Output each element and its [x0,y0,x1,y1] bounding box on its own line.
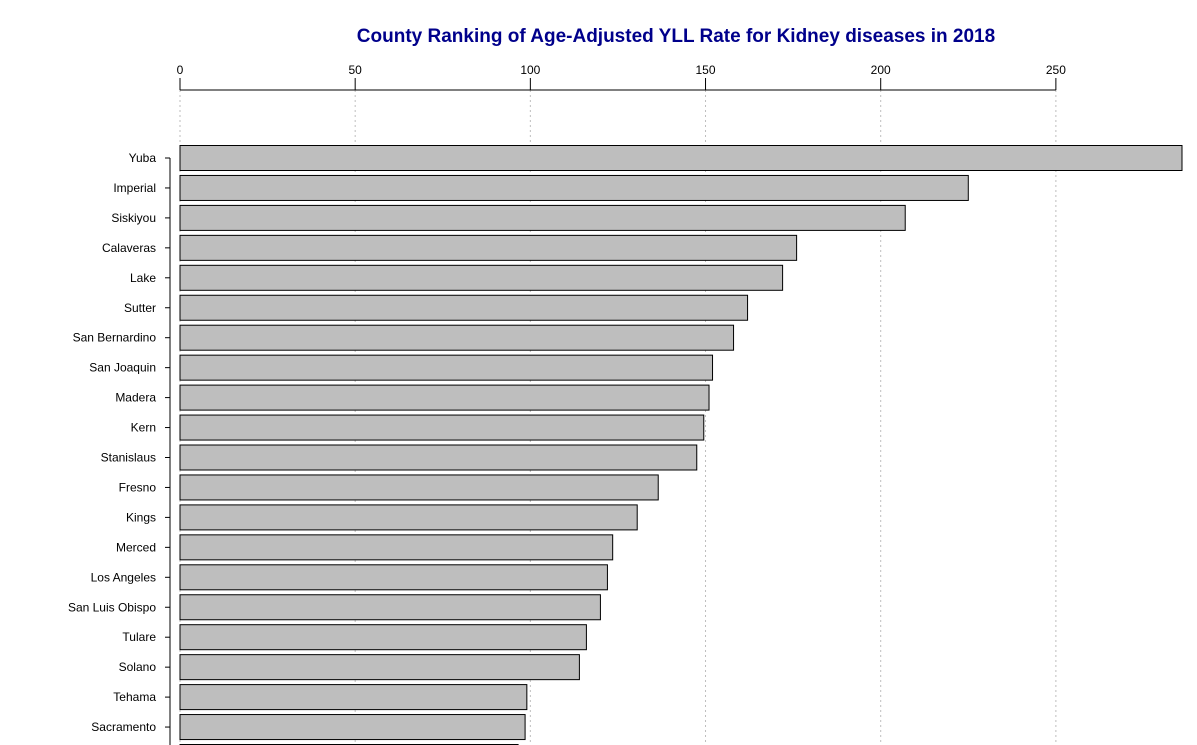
x-tick-label: 100 [520,63,540,77]
category-label: Kern [131,421,156,435]
category-label: Siskiyou [111,211,156,225]
bar [179,564,608,591]
bar [179,384,710,411]
bar [179,174,969,201]
bar [179,324,735,351]
bar [179,504,638,531]
category-label: Kings [126,510,156,524]
category-label: San Luis Obispo [68,600,156,614]
category-label: Imperial [113,181,156,195]
category-label: San Joaquin [89,361,156,375]
bar [179,264,784,291]
category-label: Merced [116,540,156,554]
y-axis [165,157,171,745]
bar [179,594,601,621]
x-tick-label: 50 [348,63,362,77]
bar [179,684,528,711]
x-tick-label: 250 [1046,63,1066,77]
bar [179,444,698,471]
x-tick-label: 150 [696,63,716,77]
category-label: San Bernardino [73,331,157,345]
category-label: Sacramento [91,720,156,734]
bar [179,204,906,231]
bar [179,354,714,381]
category-label: Calaveras [102,241,156,255]
bar [179,145,1183,171]
bar [179,714,526,741]
bar [179,294,749,321]
category-label: Yuba [129,151,157,165]
bar [179,654,580,681]
x-axis: 0 50 100 150 200 250 [177,63,1066,91]
category-label: Lake [130,271,156,285]
category-labels: Yuba Imperial Siskiyou Calaveras Lake Sutter S… [68,151,156,734]
category-label: Tulare [122,630,156,644]
category-label: Stanislaus [101,451,156,465]
category-label: Sutter [124,301,156,315]
x-tick-label: 200 [871,63,891,77]
bar [179,534,614,561]
category-label: Solano [119,660,157,674]
category-label: Los Angeles [91,570,156,584]
category-label: Tehama [113,690,156,704]
bar [179,474,659,501]
bar [179,414,705,441]
chart-title: County Ranking of Age-Adjusted YLL Rate … [356,26,996,47]
category-label: Madera [115,391,156,405]
x-tick-label: 0 [177,63,184,77]
bar [179,234,798,261]
category-label: Fresno [119,480,157,494]
bars [179,145,1183,745]
bar [179,624,587,651]
